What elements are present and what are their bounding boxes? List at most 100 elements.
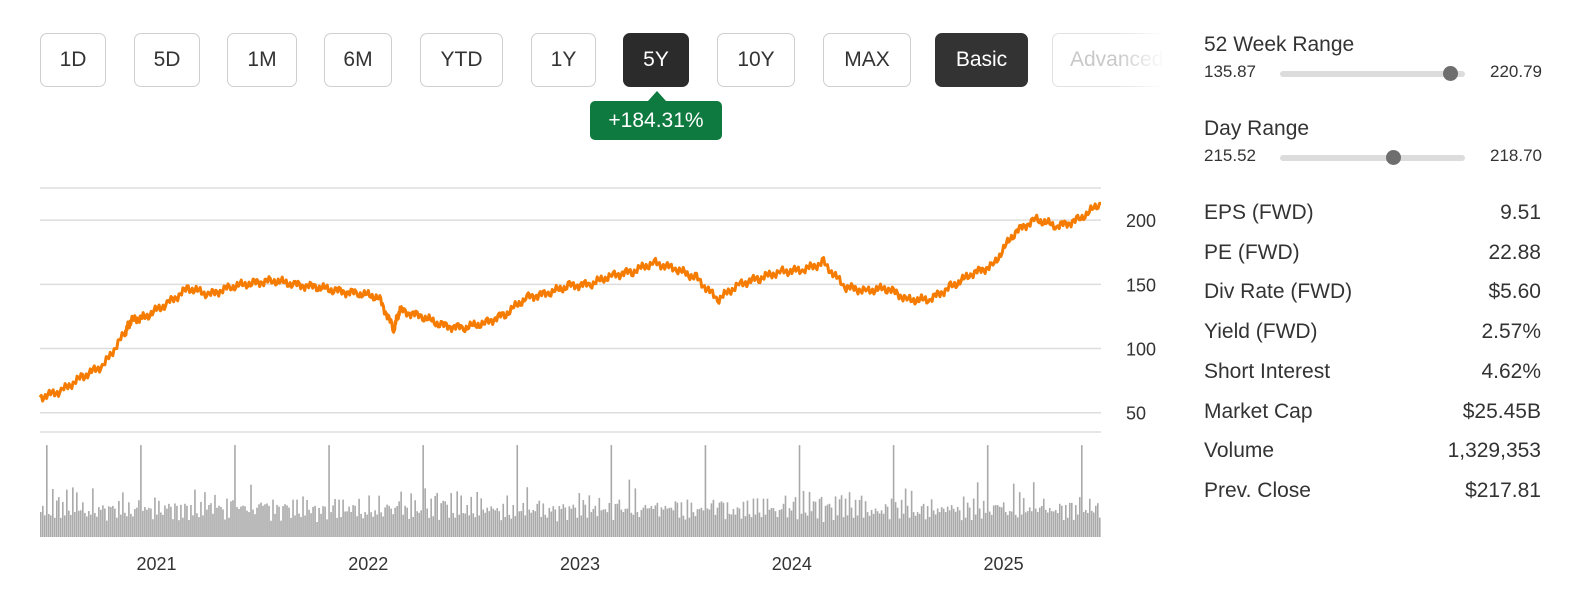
range-button-1m[interactable]: 1M [227,33,297,87]
volume-bar [264,504,266,537]
stat-value: $217.81 [1465,478,1541,502]
volume-bar [290,517,292,537]
volume-bar [392,514,394,537]
day-range: Day Range 215.52 218.70 [1204,117,1542,168]
volume-bar [390,508,392,537]
volume-bar [960,520,963,537]
volume-bar [812,501,815,537]
volume-bar [342,499,344,537]
volume-bar [492,508,495,537]
volume-bar [330,512,332,537]
volume-bar [580,515,583,537]
volume-bar [516,445,519,537]
volume-bar [1058,503,1061,537]
volume-bar [866,512,869,537]
range-button-6m[interactable]: 6M [324,33,392,87]
volume-bar [186,505,188,537]
volume-bar [978,508,981,537]
volume-bar [54,517,56,537]
range-button-1y[interactable]: 1Y [531,33,596,87]
volume-bar [850,507,853,537]
volume-bar [506,495,509,537]
volume-bar [94,513,96,537]
range-button-ytd[interactable]: YTD [420,33,503,87]
volume-bar [922,503,925,537]
volume-bar [610,445,613,537]
volume-bar [450,493,452,537]
volume-bar [498,511,501,537]
volume-bar [456,491,458,537]
volume-bar [658,516,661,537]
volume-bar [726,502,729,537]
volume-bar [594,505,597,537]
range-button-max[interactable]: MAX [823,33,911,87]
volume-bar [554,509,557,537]
volume-bar [300,517,302,537]
volume-bar [338,499,340,537]
volume-bar [294,515,296,537]
volume-bar [996,505,999,537]
volume-bar [374,510,376,537]
change-badge: +184.31% [590,101,722,140]
volume-bar [266,503,268,537]
volume-bar [414,500,416,537]
volume-bar [724,519,727,537]
volume-bar [1056,513,1059,537]
volume-bar [904,488,907,537]
volume-bar [278,506,280,537]
volume-bar [92,488,94,537]
day-knob [1385,150,1401,165]
volume-bar [732,508,735,537]
volume-bar [416,511,418,537]
volume-bar [354,505,356,537]
volume-bar [1062,520,1065,537]
volume-bar [388,505,390,537]
range-button-1d[interactable]: 1D [40,33,106,87]
volume-bar [826,504,829,537]
volume-bar [308,509,310,537]
volume-bar [688,517,691,537]
volume-bar [670,507,673,537]
volume-bar [856,515,859,537]
volume-bar [116,517,118,537]
volume-bar [630,512,633,537]
volume-bar [312,506,314,537]
volume-bar [172,519,174,537]
volume-bar [218,505,220,537]
volume-bar [712,499,715,537]
volume-bar [118,500,120,537]
volume-bar [898,518,901,537]
volume-bar [1010,511,1013,537]
volume-bar [1050,511,1053,537]
volume-bar [192,515,194,537]
volume-bar [1088,498,1091,537]
basic-mode-button[interactable]: Basic [935,33,1028,87]
range-button-10y[interactable]: 10Y [717,33,795,87]
volume-bar [442,500,444,537]
volume-bar [648,508,651,537]
volume-bar [870,510,873,537]
volume-bar [738,508,741,537]
volume-bar [318,507,320,537]
volume-bar [722,502,725,537]
range-button-5y[interactable]: 5Y [623,33,689,87]
volume-bar [522,502,525,537]
volume-bar [982,500,985,537]
volume-bar [204,492,206,537]
volume-bar [936,508,939,537]
volume-bar [144,507,146,537]
volume-bar [674,501,677,537]
volume-bar [1012,483,1015,537]
volume-bar [1008,511,1011,537]
volume-bar [246,510,248,537]
volume-bar [858,500,861,537]
y-tick-label: 50 [1126,404,1146,424]
volume-bar [1004,512,1007,537]
week52-slider [1280,66,1465,81]
week52-range: 52 Week Range 135.87 220.79 [1204,33,1542,84]
volume-bar [700,507,703,537]
volume-bar [768,509,771,537]
volume-bar [908,517,911,537]
range-button-5d[interactable]: 5D [134,33,200,87]
